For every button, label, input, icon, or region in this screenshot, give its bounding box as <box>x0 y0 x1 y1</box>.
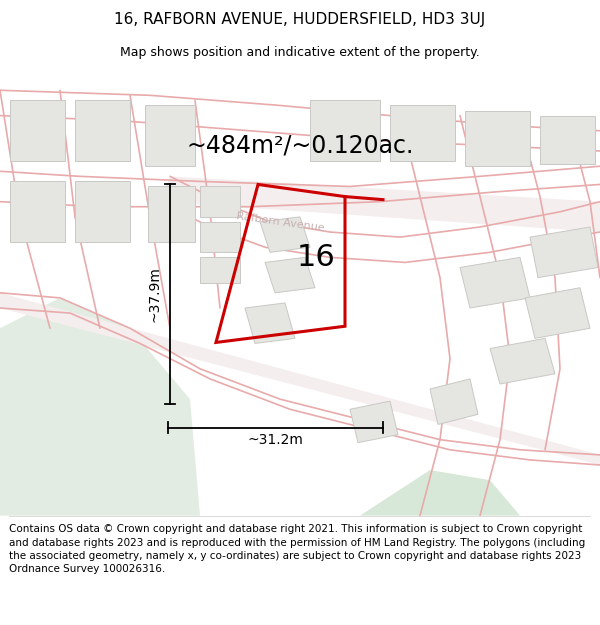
Polygon shape <box>10 181 65 242</box>
Polygon shape <box>350 401 398 442</box>
Polygon shape <box>430 379 478 424</box>
Polygon shape <box>490 338 555 384</box>
Polygon shape <box>530 227 598 278</box>
Polygon shape <box>75 181 130 242</box>
Polygon shape <box>245 303 295 344</box>
Text: ~484m²/~0.120ac.: ~484m²/~0.120ac. <box>187 134 413 158</box>
Polygon shape <box>145 106 195 166</box>
Polygon shape <box>460 258 530 308</box>
Polygon shape <box>310 101 380 161</box>
Text: Contains OS data © Crown copyright and database right 2021. This information is : Contains OS data © Crown copyright and d… <box>9 524 585 574</box>
Polygon shape <box>160 176 600 232</box>
Text: 16, RAFBORN AVENUE, HUDDERSFIELD, HD3 3UJ: 16, RAFBORN AVENUE, HUDDERSFIELD, HD3 3U… <box>115 12 485 27</box>
Text: ~37.9m: ~37.9m <box>147 266 161 322</box>
Text: 16: 16 <box>296 243 335 272</box>
Polygon shape <box>465 111 530 166</box>
Text: Rafborn Avenue: Rafborn Avenue <box>235 211 325 233</box>
Polygon shape <box>525 288 590 338</box>
Polygon shape <box>0 292 600 465</box>
Polygon shape <box>200 258 240 282</box>
Polygon shape <box>148 186 195 242</box>
Polygon shape <box>75 101 130 161</box>
Polygon shape <box>260 217 310 252</box>
Polygon shape <box>0 298 200 516</box>
Polygon shape <box>10 101 65 161</box>
Polygon shape <box>540 116 595 164</box>
Polygon shape <box>265 258 315 292</box>
Text: Map shows position and indicative extent of the property.: Map shows position and indicative extent… <box>120 46 480 59</box>
Text: ~31.2m: ~31.2m <box>248 432 304 447</box>
Polygon shape <box>360 470 520 516</box>
Polygon shape <box>200 222 240 253</box>
Polygon shape <box>390 106 455 161</box>
Polygon shape <box>200 186 240 217</box>
